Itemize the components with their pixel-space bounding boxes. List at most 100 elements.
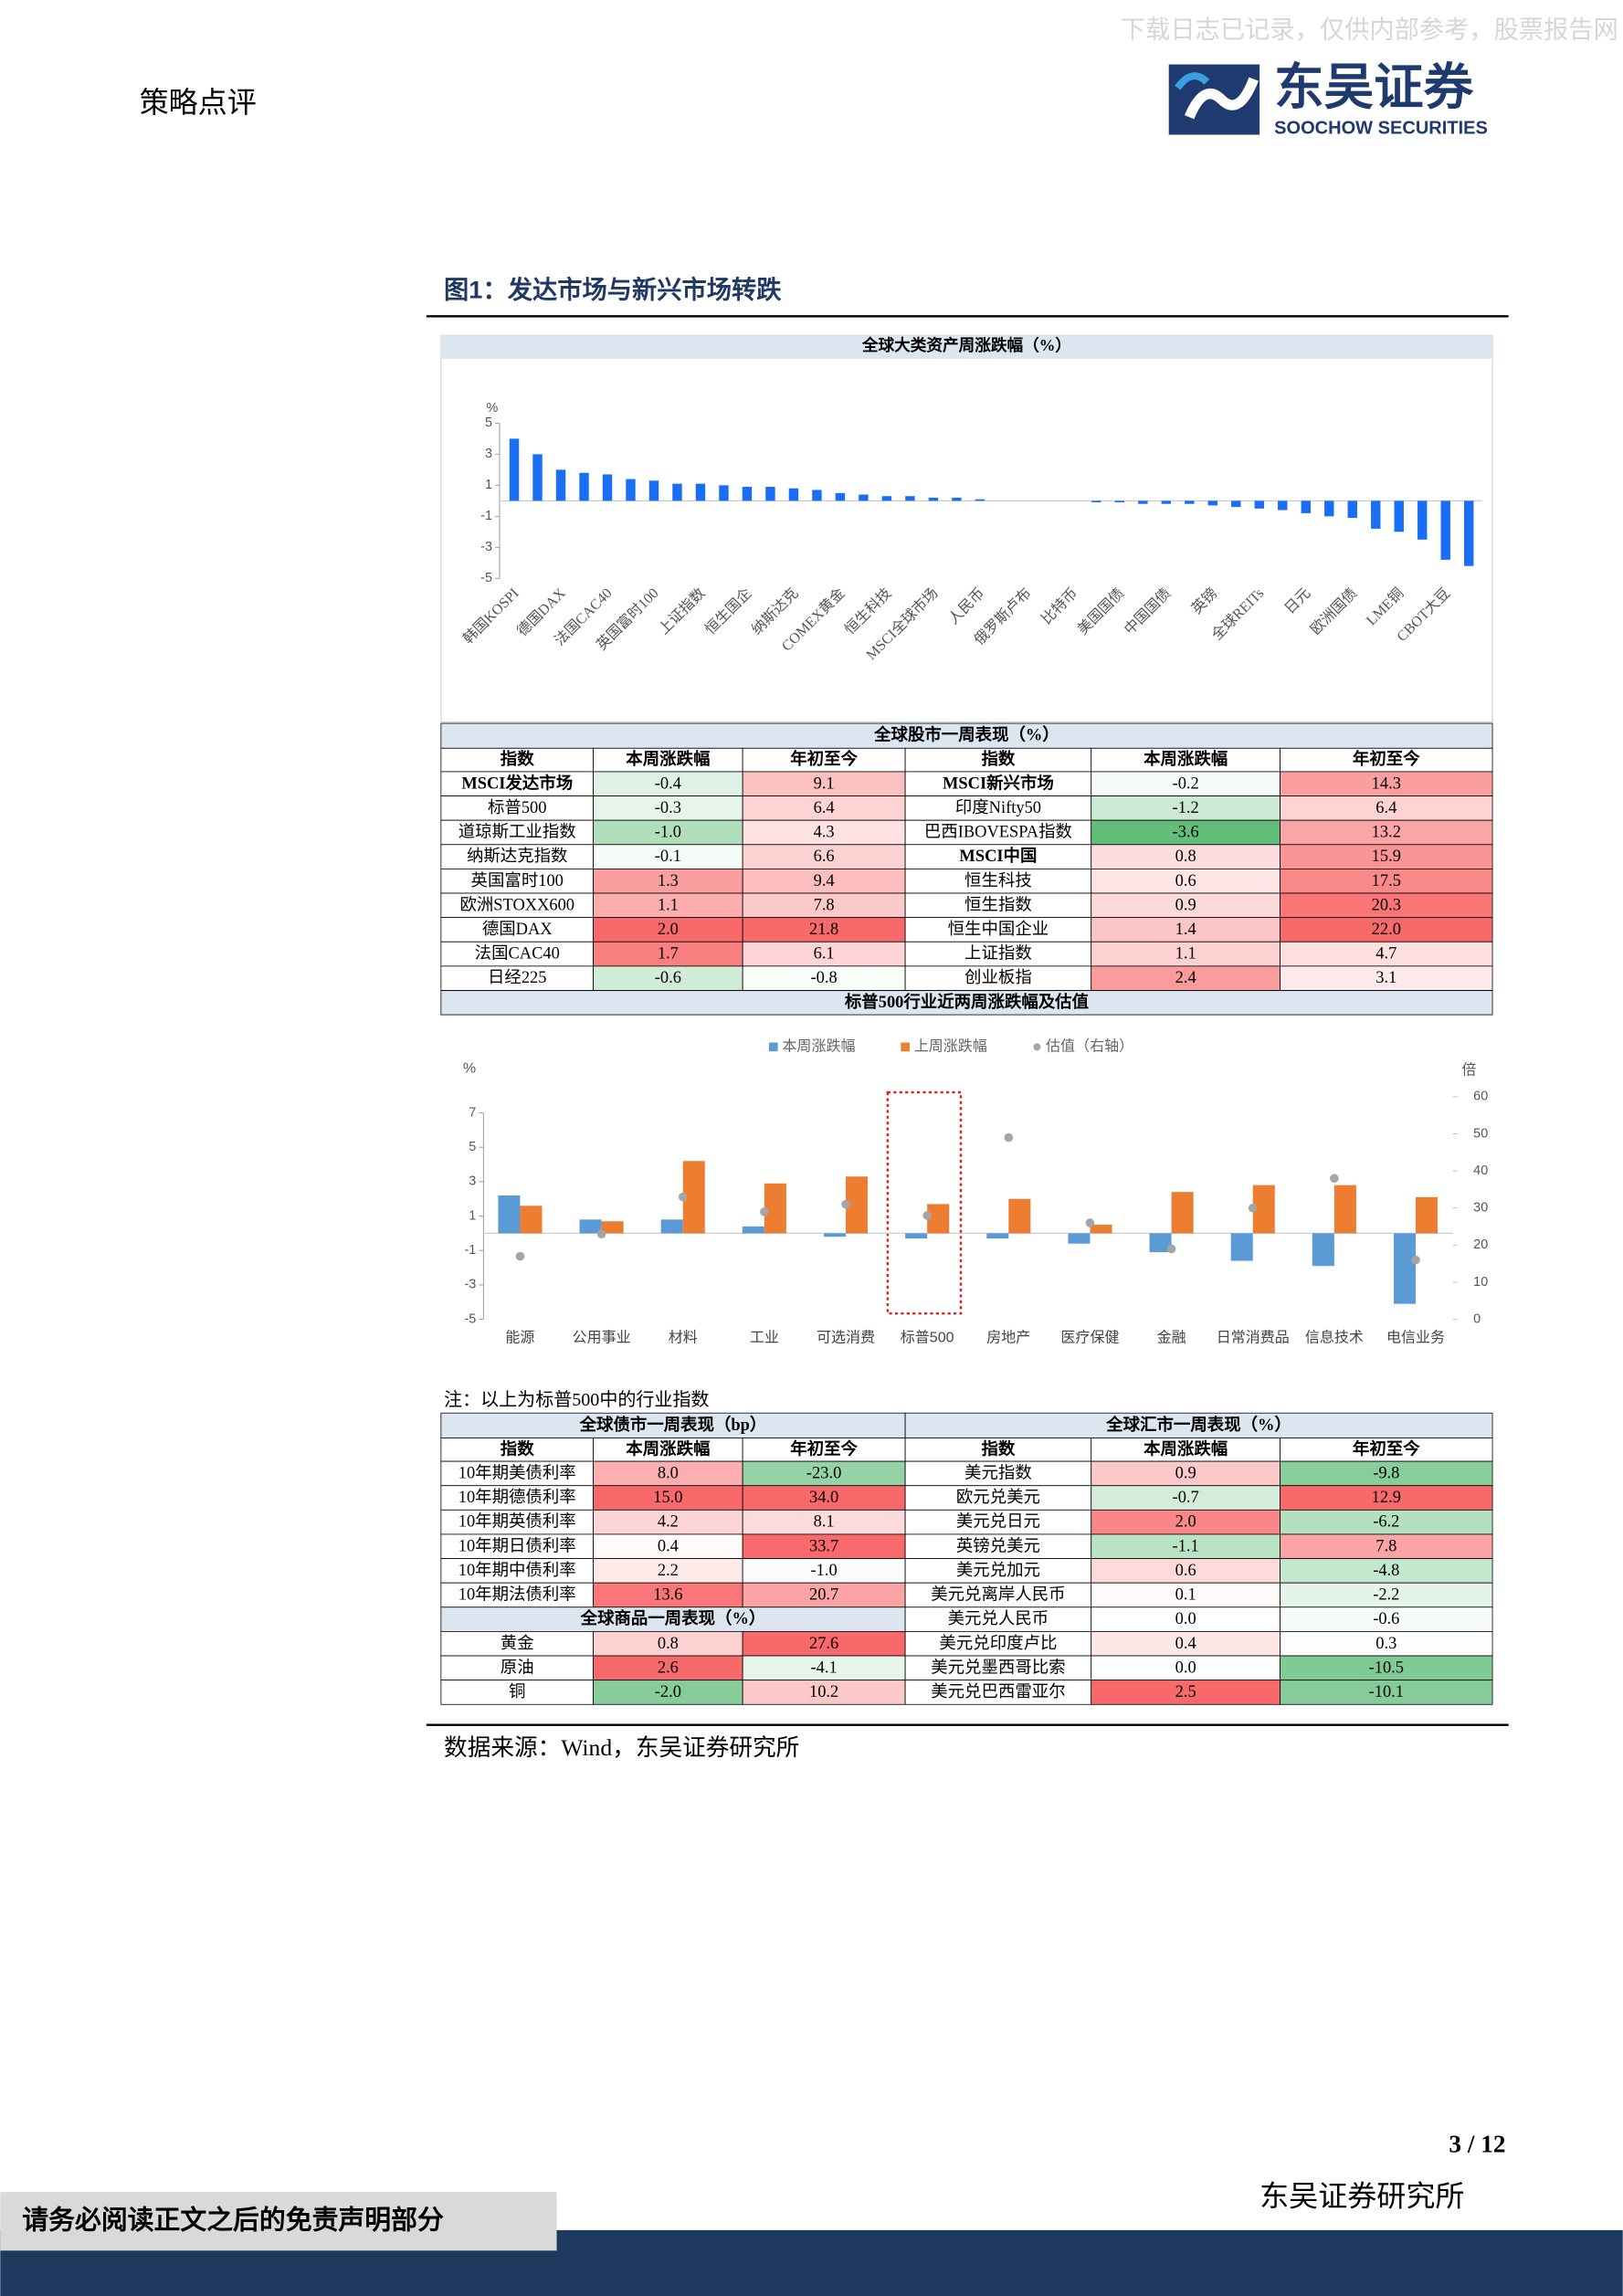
table-cell: 美元兑印度卢比 bbox=[939, 1634, 1057, 1652]
bar bbox=[1301, 500, 1311, 513]
y-tick-label: -1 bbox=[465, 1243, 477, 1258]
table-cell-bg bbox=[593, 819, 743, 846]
y2-tick-label: 20 bbox=[1473, 1238, 1488, 1252]
bar bbox=[986, 1233, 1009, 1239]
table-cell-bg bbox=[742, 869, 906, 894]
table-cell-bg bbox=[440, 1460, 595, 1487]
table-cell: 2.0 bbox=[1175, 1512, 1196, 1531]
table-cell: 2.4 bbox=[1175, 968, 1196, 986]
bar bbox=[927, 1204, 950, 1234]
y-tick-label: 5 bbox=[469, 1140, 476, 1154]
bar bbox=[742, 1226, 764, 1234]
column-header: 本周涨跌幅 bbox=[1143, 1438, 1228, 1458]
footer-org: 东吴证券研究所 bbox=[1259, 2180, 1464, 2213]
table-cell-bg bbox=[1091, 892, 1280, 919]
table-cell-bg bbox=[440, 1509, 595, 1535]
bar bbox=[626, 479, 636, 501]
axis-unit: % bbox=[463, 1060, 476, 1077]
chart-title-bar bbox=[440, 335, 1493, 359]
table-cell-bg bbox=[1280, 1509, 1493, 1535]
table-cell: -0.7 bbox=[1173, 1488, 1199, 1506]
axis-unit: % bbox=[487, 401, 499, 416]
table-cell: 10年期中债利率 bbox=[458, 1561, 576, 1579]
table-cell: -0.6 bbox=[1373, 1609, 1399, 1627]
y2-tick-label: 50 bbox=[1473, 1126, 1488, 1141]
table-cell: -4.8 bbox=[1373, 1561, 1399, 1579]
column-header: 本周涨跌幅 bbox=[1143, 749, 1228, 768]
table-cell: MSCI新兴市场 bbox=[943, 773, 1054, 792]
column-header: 年初至今 bbox=[790, 1438, 858, 1458]
bar bbox=[1008, 1198, 1031, 1234]
table-cell-bg bbox=[1280, 917, 1493, 943]
y-tick-label: 5 bbox=[485, 416, 492, 430]
table-cell: 10年期英债利率 bbox=[458, 1512, 576, 1531]
table-cell-bg bbox=[1280, 771, 1493, 796]
table-title-bg bbox=[440, 1606, 906, 1632]
table-cell: -0.2 bbox=[1173, 774, 1199, 792]
table-cell: 德国DAX bbox=[482, 920, 553, 938]
table-cell-bg bbox=[904, 1655, 1092, 1681]
chart-frame bbox=[440, 334, 1493, 722]
bar bbox=[1161, 500, 1172, 504]
logo-wave bbox=[1175, 72, 1210, 90]
axis-unit: 倍 bbox=[1461, 1061, 1476, 1078]
bar bbox=[660, 1219, 683, 1234]
scatter-point bbox=[678, 1192, 688, 1202]
table-cell: 0.0 bbox=[1175, 1609, 1196, 1627]
table-cell-bg bbox=[904, 1460, 1092, 1487]
table-cell: -0.4 bbox=[655, 774, 681, 792]
table-cell: -6.2 bbox=[1373, 1512, 1399, 1531]
x-tick-label: 医疗保健 bbox=[1060, 1330, 1119, 1346]
x-tick-label: 信息技术 bbox=[1305, 1330, 1364, 1346]
table-cell-bg bbox=[440, 1582, 595, 1608]
table-cell-bg bbox=[593, 1631, 743, 1657]
table-cell-bg bbox=[440, 869, 595, 894]
table-cell-bg bbox=[904, 892, 1092, 919]
x-tick-label: 公用事业 bbox=[573, 1330, 631, 1346]
bar bbox=[742, 487, 753, 501]
table-cell-bg bbox=[1280, 1582, 1493, 1608]
table-cell-bg bbox=[593, 1509, 743, 1535]
logo-cn: 东吴证券 bbox=[1274, 59, 1474, 115]
table-cell: 34.0 bbox=[809, 1488, 838, 1506]
table-cell-bg bbox=[904, 1509, 1092, 1535]
table-cell-bg bbox=[742, 771, 906, 796]
table-cell: 1.4 bbox=[1175, 920, 1196, 938]
table-cell-bg bbox=[1280, 795, 1493, 821]
table-cell: 4.7 bbox=[1375, 944, 1396, 963]
table-cell: 17.5 bbox=[1372, 871, 1401, 890]
bar bbox=[532, 454, 543, 501]
table-cell: 道琼斯工业指数 bbox=[458, 823, 576, 841]
scatter-point bbox=[760, 1206, 769, 1216]
bar bbox=[1417, 500, 1428, 540]
bar bbox=[719, 485, 729, 501]
y-tick-label: -1 bbox=[480, 509, 492, 523]
table-cell: 7.8 bbox=[814, 895, 835, 913]
table-cell-bg bbox=[742, 1460, 906, 1487]
table-cell: -0.1 bbox=[655, 847, 681, 865]
table-cell: 印度Nifty50 bbox=[955, 798, 1041, 816]
column-header-bg bbox=[1091, 1438, 1280, 1462]
table-cell-bg bbox=[1091, 1558, 1280, 1584]
table-cell: 6.6 bbox=[814, 847, 835, 865]
table-cell-bg bbox=[593, 965, 743, 991]
table-cell: -3.6 bbox=[1173, 823, 1199, 841]
y-tick-label: 1 bbox=[485, 478, 492, 492]
table-cell: 1.3 bbox=[658, 871, 679, 890]
bar bbox=[1347, 500, 1357, 519]
table-cell-bg bbox=[1091, 965, 1280, 991]
y2-tick-label: 60 bbox=[1473, 1090, 1488, 1104]
table-cell: 英国富时100 bbox=[471, 871, 564, 890]
table-cell: -4.1 bbox=[811, 1658, 838, 1676]
scatter-point bbox=[1166, 1244, 1176, 1254]
table-cell: -10.1 bbox=[1369, 1682, 1404, 1701]
table-cell-bg bbox=[593, 844, 743, 869]
x-tick-label: 房地产 bbox=[986, 1330, 1030, 1346]
bar bbox=[905, 1233, 928, 1239]
bar bbox=[601, 1221, 624, 1234]
table-cell: -0.8 bbox=[811, 968, 838, 986]
bar bbox=[764, 1183, 786, 1234]
table-cell: 9.1 bbox=[814, 774, 835, 792]
y-tick-label: -3 bbox=[465, 1278, 477, 1292]
